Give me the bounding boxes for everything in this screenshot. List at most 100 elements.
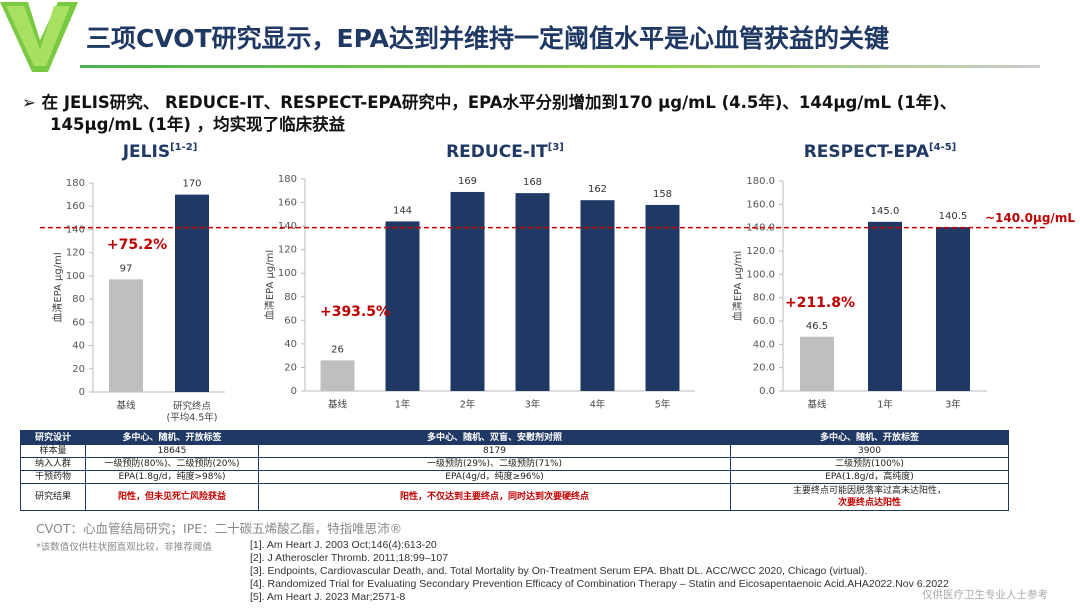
x-tick-label: 1年	[877, 399, 893, 411]
cell: 18645	[85, 444, 259, 458]
table-header: 研究设计	[20, 430, 86, 445]
y-tick-label: 40	[284, 339, 297, 350]
cell: 二级预防(100%)	[730, 457, 1009, 471]
value-label: 170	[182, 179, 201, 190]
bar	[175, 194, 209, 392]
y-tick-label: 0	[79, 387, 85, 398]
annotation: +75.2%	[107, 237, 167, 253]
logo-inner	[6, 6, 70, 66]
y-axis-label: 血清EPA μg/ml	[51, 252, 64, 322]
y-tick-label: 60	[72, 317, 85, 328]
value-label: 140.5	[939, 211, 968, 222]
value-label: 162	[588, 184, 607, 195]
value-label: 97	[120, 263, 133, 274]
bar	[580, 200, 615, 391]
bullet: ➢ 在 JELIS研究、 REDUCE-IT、RESPECT-EPA研究中，EP…	[22, 92, 956, 136]
table-header: 多中心、随机、开放标签	[85, 430, 259, 445]
chart-title: REDUCE-IT[3]	[446, 142, 564, 162]
y-tick-label: 60	[284, 315, 297, 326]
cell: EPA(4g/d，纯度≥96%)	[258, 470, 731, 484]
value-label: 145.0	[871, 206, 900, 217]
y-tick-label: 120	[66, 248, 85, 259]
reference: [3]. Endpoints, Cardiovascular Death, an…	[250, 565, 868, 577]
cell: 8179	[258, 444, 731, 458]
table-header: 多中心、随机、双盲、安慰剂对照	[258, 430, 731, 445]
x-tick-label: 3年	[525, 399, 541, 411]
table-header: 多中心、随机、开放标签	[730, 430, 1009, 445]
value-label: 144	[393, 205, 412, 216]
reference: [1]. Am Heart J. 2003 Oct;146(4):613-20	[250, 539, 437, 551]
y-tick-label: 80	[72, 294, 85, 305]
y-tick-label: 40.0	[753, 339, 775, 350]
bullet-icon: ➢	[22, 93, 42, 112]
threshold-label: ~140.0μg/mL	[985, 211, 1075, 225]
y-tick-label: 160.0	[746, 199, 775, 210]
y-tick-label: 180	[278, 174, 297, 185]
y-tick-label: 20	[284, 362, 297, 373]
value-label: 46.5	[806, 321, 828, 332]
y-axis-label: 血清EPA μg/ml	[263, 250, 276, 320]
value-label: 26	[331, 344, 344, 355]
value-label: 168	[523, 177, 542, 188]
cell: 主要终点可能因脱落率过高未达阳性， 次要终点达阳性	[730, 483, 1009, 511]
reference: [2]. J Atheroscler Thromb. 2011;18:99–10…	[250, 552, 449, 564]
reference: [4]. Randomized Trial for Evaluating Sec…	[250, 578, 949, 590]
study-table: 研究设计 多中心、随机、开放标签 多中心、随机、双盲、安慰剂对照 多中心、随机、…	[20, 430, 1009, 511]
y-tick-label: 160	[278, 198, 297, 209]
cell-line: 主要终点可能因脱落率过高未达阳性，	[792, 486, 946, 496]
chart-title-ref: [3]	[548, 142, 564, 153]
x-tick-label: 4年	[590, 399, 606, 411]
bar	[936, 227, 970, 391]
x-tick-label: 基线	[807, 399, 827, 411]
abbreviations: CVOT：心血管结局研究；IPE：二十碳五烯酸乙酯，特指唯思沛®	[36, 521, 403, 536]
y-tick-label: 80.0	[753, 293, 775, 304]
y-tick-label: 60.0	[753, 316, 775, 327]
y-tick-label: 180.0	[746, 176, 775, 187]
annotation: +393.5%	[320, 304, 390, 320]
value-label: 158	[653, 189, 672, 200]
reference: [5]. Am Heart J. 2023 Mar;2571-8	[250, 591, 406, 603]
bar	[450, 191, 485, 391]
y-tick-label: 0.0	[759, 386, 775, 397]
header-rule	[80, 65, 1040, 68]
y-tick-label: 100	[66, 271, 85, 282]
bullet-line: 在 JELIS研究、 REDUCE-IT、RESPECT-EPA研究中，EPA水…	[41, 93, 957, 112]
cell: 阳性，但未见死亡风险获益	[85, 483, 259, 511]
x-tick-label: 基线	[116, 400, 136, 412]
y-axis-label: 血清EPA μg/ml	[731, 251, 744, 321]
y-tick-label: 20	[72, 364, 85, 375]
y-tick-label: 100.0	[746, 269, 775, 280]
bullet-line: 145μg/mL (1年) ，均实现了临床获益	[50, 115, 346, 134]
row-label: 纳入人群	[20, 457, 86, 471]
row-label: 样本量	[20, 444, 86, 458]
y-tick-label: 40	[72, 341, 85, 352]
cell: EPA(1.8g/d，纯度>98%)	[85, 470, 259, 484]
bar	[800, 336, 834, 391]
bar	[645, 204, 680, 391]
x-tick-label: 1年	[395, 399, 411, 411]
y-tick-label: 160	[66, 201, 85, 212]
cell: 一级预防(29%)、二级预防(71%)	[258, 457, 731, 471]
y-tick-label: 140	[278, 221, 297, 232]
row-label: 干预药物	[20, 470, 86, 484]
x-tick-label: 5年	[655, 399, 671, 411]
chart-title-text: JELIS	[122, 142, 170, 162]
row-label: 研究结果	[20, 483, 86, 511]
footnote: *该数值仅供柱状图直观比较，非推荐阈值	[36, 542, 212, 553]
x-tick-label: 基线	[328, 399, 348, 411]
cell: 3900	[730, 444, 1009, 458]
cell: EPA(1.8g/d，高纯度)	[730, 470, 1009, 484]
bar	[868, 221, 902, 391]
cell-line: 次要终点达阳性	[837, 498, 901, 508]
value-label: 169	[458, 176, 477, 187]
y-tick-label: 100	[278, 268, 297, 279]
chart-title: RESPECT-EPA[4-5]	[804, 142, 957, 162]
x-tick-label: 研究终点(平均4.5年)	[166, 400, 217, 423]
y-tick-label: 80	[284, 292, 297, 303]
chart-title-ref: [4-5]	[929, 142, 956, 153]
y-tick-label: 140	[66, 224, 85, 235]
cell: 阳性，不仅达到主要终点，同时达到次要硬终点	[258, 483, 731, 511]
y-tick-label: 120.0	[746, 246, 775, 257]
chart-title-text: REDUCE-IT	[446, 142, 548, 162]
